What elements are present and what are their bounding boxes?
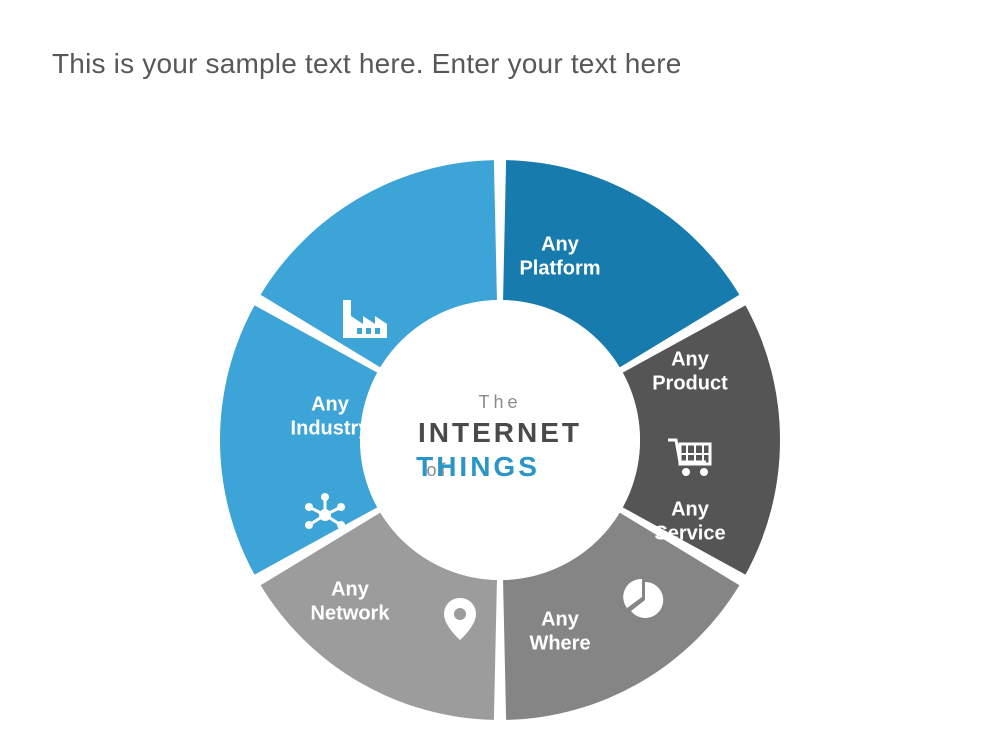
segment-label-service-l2: Service [654,522,725,544]
segment-label-network-l2: Network [311,602,391,624]
segment-label-industry-l2: Industry [291,417,371,439]
segment-label-network-l1: Any [331,578,370,600]
wheel-svg: AnyPlatform AnyProduct AnyService AnyWhe… [200,140,800,740]
center-line-internet: INTERNET [418,417,582,448]
segment-label-where-l2: Where [529,632,590,654]
segment-label-industry-l1: Any [311,393,350,415]
iot-wheel: AnyPlatform AnyProduct AnyService AnyWhe… [200,140,800,740]
segment-label-product-l2: Product [652,372,728,394]
center-line-things: THINGS [416,451,540,482]
segment-label-platform-l2: Platform [519,257,600,279]
segment-label-where-l1: Any [541,608,580,630]
segment-label-platform-l1: Any [541,233,580,255]
segment-label-service-l1: Any [671,498,710,520]
page-title: This is your sample text here. Enter you… [52,48,682,80]
center-line-the: The [478,392,521,412]
segment-label-product-l1: Any [671,348,710,370]
